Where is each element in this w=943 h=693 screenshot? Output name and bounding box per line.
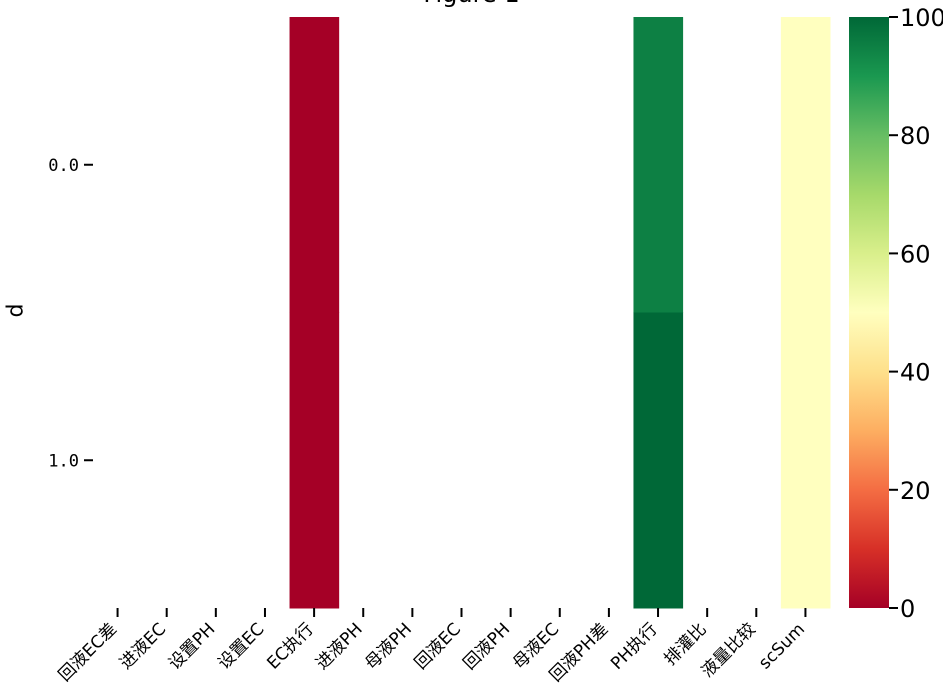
heatmap-cell	[780, 312, 831, 609]
x-tick-label: 母液PH	[361, 619, 415, 673]
y-axis: 0.0 1.0	[48, 156, 93, 471]
colorbar-gradient	[849, 17, 889, 608]
y-tick-label: 0.0	[48, 156, 79, 176]
colorbar-tick-label: 20	[900, 477, 931, 505]
x-tick-label: 设置PH	[165, 619, 219, 673]
x-tick-label: scSum	[755, 619, 809, 673]
heatmap-cell	[780, 17, 831, 313]
colorbar: 0 20 40 60 80 100	[849, 4, 943, 623]
x-tick-label: EC执行	[263, 619, 317, 673]
x-tick-label: 回液EC差	[55, 619, 121, 685]
colorbar-tick-label: 0	[900, 595, 915, 623]
chart-title: Figure 1	[0, 0, 943, 8]
colorbar-tick-label: 60	[900, 240, 931, 268]
x-tick-label: 回液PH	[460, 619, 514, 673]
colorbar-tick-label: 80	[900, 122, 931, 150]
heatmap-cell	[289, 312, 340, 609]
heatmap-cell	[289, 17, 340, 313]
heatmap-cell	[633, 17, 684, 313]
x-axis: 回液EC差进液EC设置PH设置ECEC执行进液PH母液PH回液EC回液PH母液E…	[55, 608, 809, 686]
x-tick-label: PH执行	[607, 619, 661, 673]
x-tick-label: 回液EC	[411, 619, 465, 673]
x-tick-label: 液量比较	[698, 619, 760, 681]
x-tick-label: 进液EC	[116, 619, 170, 673]
colorbar-tick-label: 100	[900, 4, 943, 32]
heatmap-cell	[633, 312, 684, 609]
x-tick-label: 设置EC	[214, 619, 268, 673]
y-tick-label: 1.0	[48, 451, 79, 471]
colorbar-tick-label: 40	[900, 359, 931, 387]
x-tick-label: 进液PH	[312, 619, 366, 673]
heatmap-cells	[289, 17, 831, 609]
